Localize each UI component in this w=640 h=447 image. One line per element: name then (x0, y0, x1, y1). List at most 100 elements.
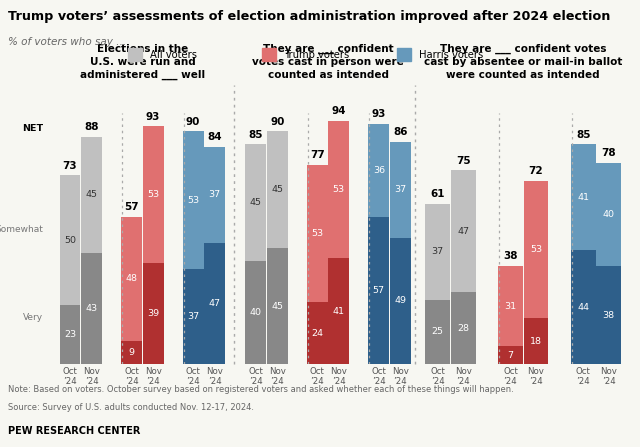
Text: 45: 45 (271, 185, 284, 194)
Text: 88: 88 (84, 122, 99, 132)
Bar (204, 243, 225, 364)
Bar (571, 250, 596, 364)
Text: 25: 25 (432, 328, 444, 337)
Bar (245, 261, 266, 364)
Text: 61: 61 (431, 189, 445, 199)
Bar (426, 299, 450, 364)
Bar (307, 165, 328, 302)
Bar (307, 302, 328, 364)
Text: 90: 90 (186, 117, 200, 127)
Text: 41: 41 (333, 307, 345, 316)
Text: 84: 84 (207, 132, 222, 142)
Bar (426, 204, 450, 299)
Text: PEW RESEARCH CENTER: PEW RESEARCH CENTER (8, 426, 140, 435)
Text: 18: 18 (530, 337, 542, 346)
Text: 93: 93 (372, 109, 386, 119)
Text: 31: 31 (504, 302, 516, 311)
Bar (267, 248, 287, 364)
Text: 40: 40 (250, 308, 262, 317)
Bar (369, 217, 389, 364)
Bar (183, 131, 204, 269)
Text: 85: 85 (576, 130, 591, 140)
Text: 94: 94 (332, 106, 346, 117)
Bar (245, 144, 266, 261)
Bar (204, 147, 225, 243)
Text: % of voters who say …: % of voters who say … (8, 37, 126, 46)
Bar (267, 131, 287, 248)
Bar (390, 237, 411, 364)
Text: 57: 57 (124, 202, 139, 212)
Bar (328, 121, 349, 258)
Bar (81, 253, 102, 364)
Text: 45: 45 (86, 190, 98, 199)
Text: 53: 53 (147, 190, 159, 199)
Text: 45: 45 (271, 302, 284, 311)
Bar (451, 292, 476, 364)
Text: Very: Very (23, 313, 43, 322)
Text: 93: 93 (146, 112, 161, 122)
Text: 38: 38 (503, 251, 518, 261)
Title: They are ___ confident votes
cast by absentee or mail-in ballot
were counted as : They are ___ confident votes cast by abs… (424, 43, 622, 80)
Bar (451, 170, 476, 292)
Text: 37: 37 (394, 185, 406, 194)
Text: Somewhat: Somewhat (0, 225, 43, 234)
Text: NET: NET (22, 124, 43, 133)
Bar (524, 318, 548, 364)
Bar (81, 137, 102, 253)
Text: 37: 37 (187, 312, 199, 321)
Text: 53: 53 (333, 185, 345, 194)
Title: Elections in the
U.S. were run and
administered ___ well: Elections in the U.S. were run and admin… (80, 44, 205, 80)
Bar (60, 176, 81, 305)
Text: 50: 50 (64, 236, 76, 245)
Text: Trump voters’ assessments of election administration improved after 2024 electio: Trump voters’ assessments of election ad… (8, 10, 610, 23)
Text: 57: 57 (372, 286, 385, 295)
Bar (498, 266, 523, 346)
Text: 45: 45 (250, 198, 262, 207)
Text: 85: 85 (248, 130, 263, 140)
Text: Source: Survey of U.S. adults conducted Nov. 12-17, 2024.: Source: Survey of U.S. adults conducted … (8, 403, 253, 412)
Text: Note: Based on voters. October survey based on registered voters and asked wheth: Note: Based on voters. October survey ba… (8, 385, 513, 394)
Text: 7: 7 (508, 351, 513, 360)
Text: 75: 75 (456, 156, 470, 166)
Text: 24: 24 (311, 329, 323, 338)
Bar (143, 127, 164, 263)
Bar (183, 269, 204, 364)
Text: 47: 47 (209, 299, 221, 308)
Text: 44: 44 (577, 303, 589, 312)
Bar (121, 341, 142, 364)
Text: 86: 86 (393, 127, 408, 137)
Text: 39: 39 (147, 309, 159, 318)
Text: 72: 72 (529, 166, 543, 176)
Text: 36: 36 (372, 166, 385, 175)
Text: 47: 47 (457, 227, 469, 236)
Text: 38: 38 (603, 311, 615, 320)
Text: 78: 78 (602, 148, 616, 158)
Text: Trump voters: Trump voters (284, 50, 349, 59)
Bar (328, 258, 349, 364)
Bar (498, 346, 523, 364)
Text: 90: 90 (270, 117, 284, 127)
Bar (390, 142, 411, 237)
Text: 37: 37 (431, 247, 444, 256)
Text: All voters: All voters (150, 50, 196, 59)
Bar (596, 163, 621, 266)
Text: 48: 48 (125, 274, 138, 283)
Text: Harris voters: Harris voters (419, 50, 483, 59)
Bar (369, 124, 389, 217)
Bar (596, 266, 621, 364)
Text: 9: 9 (129, 348, 134, 357)
Text: 73: 73 (63, 161, 77, 171)
Bar (60, 305, 81, 364)
Bar (143, 263, 164, 364)
Text: 53: 53 (187, 195, 199, 205)
Bar (121, 217, 142, 341)
Text: 49: 49 (394, 296, 406, 305)
Text: 41: 41 (577, 193, 589, 202)
Text: 43: 43 (86, 304, 98, 313)
Text: 77: 77 (310, 151, 324, 160)
Text: 28: 28 (457, 324, 469, 333)
Bar (524, 181, 548, 318)
Text: 23: 23 (64, 330, 76, 339)
Text: 53: 53 (530, 245, 542, 254)
Text: 40: 40 (603, 210, 614, 219)
